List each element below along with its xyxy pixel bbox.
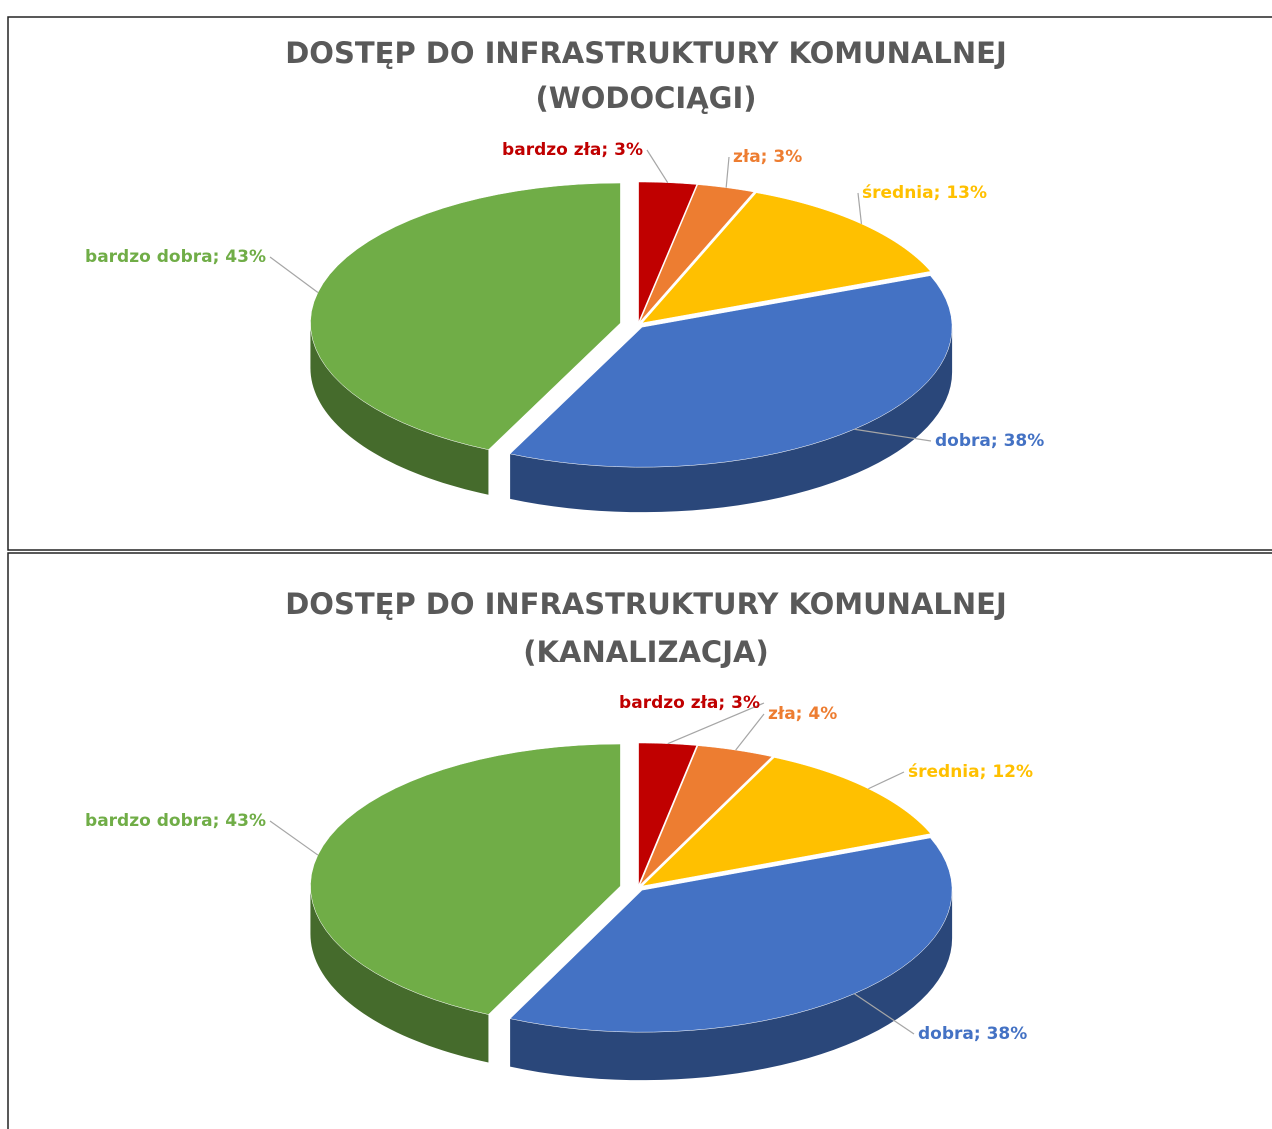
slice-side (310, 886, 489, 1063)
chart-title: DOSTĘP DO INFRASTRUKTURY KOMUNALNEJ (285, 587, 1007, 621)
leader-line (269, 256, 319, 293)
slice (638, 742, 698, 886)
leader-line (853, 993, 915, 1035)
slice-side (310, 323, 489, 495)
slice (639, 184, 755, 323)
leader-line (735, 713, 765, 751)
leader-line (857, 192, 863, 224)
chart-subtitle: (KANALIZACJA) (523, 635, 768, 669)
data-label: zła; 3% (733, 147, 802, 167)
leader-line (667, 702, 765, 745)
data-label: zła; 4% (768, 704, 837, 724)
leader-line (725, 156, 730, 188)
data-label: średnia; 12% (908, 762, 1033, 782)
data-label: bardzo dobra; 43% (85, 811, 266, 831)
leader-line (854, 428, 932, 442)
data-label: bardzo dobra; 43% (85, 247, 266, 267)
slice (639, 745, 773, 886)
slice (641, 192, 931, 324)
slice (509, 837, 953, 1033)
leader-line (269, 820, 319, 856)
chart-title: DOSTĘP DO INFRASTRUKTURY KOMUNALNEJ (285, 36, 1007, 70)
slice-side (510, 327, 953, 513)
chart-subtitle: (WODOCIĄGI) (536, 81, 757, 115)
data-label: dobra; 38% (935, 431, 1044, 451)
data-label: bardzo zła; 3% (619, 693, 760, 713)
data-label: dobra; 38% (918, 1024, 1027, 1044)
slice-side (510, 890, 953, 1081)
leader-line (868, 771, 905, 790)
leader-line (646, 149, 669, 183)
data-label: średnia; 13% (862, 183, 987, 203)
slice (641, 757, 932, 887)
data-label: bardzo zła; 3% (502, 140, 643, 160)
slice (638, 181, 698, 323)
